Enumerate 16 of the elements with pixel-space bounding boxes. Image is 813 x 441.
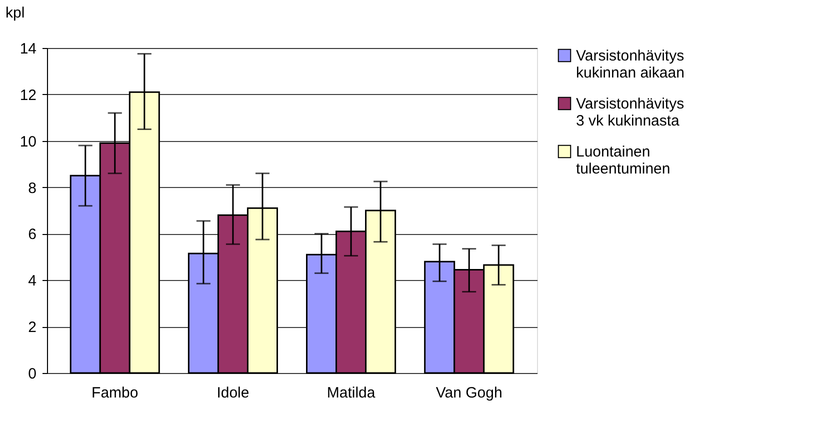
y-tick-label: 12 (20, 86, 36, 104)
legend-label: Varsistonhävitys 3 vk kukinnasta (576, 96, 684, 130)
y-tick-label: 14 (20, 40, 36, 58)
y-tick-label: 6 (28, 226, 36, 244)
y-tick-label: 10 (20, 133, 36, 150)
y-tick-label: 0 (28, 366, 36, 382)
y-axis-title: kpl (6, 4, 25, 22)
y-tick-label: 8 (28, 180, 36, 197)
x-tick-label: Fambo (92, 384, 138, 402)
y-tick-label: 2 (28, 319, 36, 336)
legend-label: Luontainen tuleentuminen (576, 144, 670, 178)
y-tick-label: 4 (28, 272, 36, 290)
x-tick-label: Van Gogh (436, 384, 502, 402)
x-tick-label: Matilda (326, 384, 376, 402)
x-tick-label: Idole (216, 384, 250, 402)
legend-label: Varsistonhävitys kukinnan aikaan (576, 48, 684, 82)
